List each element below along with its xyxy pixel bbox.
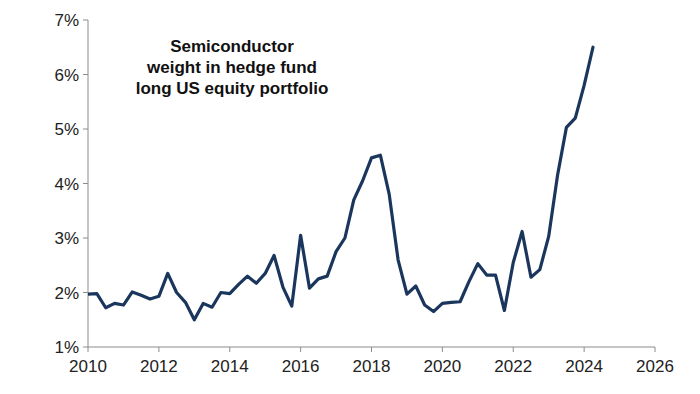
x-tick-label: 2026 xyxy=(636,357,674,376)
plot-area xyxy=(88,47,593,320)
x-tick-label: 2022 xyxy=(494,357,532,376)
x-tick xyxy=(158,347,159,352)
x-tick xyxy=(513,347,514,352)
y-tick xyxy=(83,20,88,21)
x-tick xyxy=(229,347,230,352)
x-tick-label: 2010 xyxy=(69,357,107,376)
title-line: long US equity portfolio xyxy=(136,79,329,98)
title: Semiconductor weight in hedge fund long US… xyxy=(136,37,329,98)
x-tick xyxy=(300,347,301,352)
x-tick-label: 2016 xyxy=(282,357,320,376)
y-tick xyxy=(83,238,88,239)
title-line: Semiconductor xyxy=(170,37,294,56)
y-tick-label: 2% xyxy=(54,284,79,303)
x-tick-label: 2024 xyxy=(565,357,603,376)
y-tick-label: 6% xyxy=(54,66,79,85)
y-tick-label: 7% xyxy=(54,11,79,30)
y-tick-label: 3% xyxy=(54,229,79,248)
title-line: weight in hedge fund xyxy=(146,58,317,77)
chart: 1% 2% 3% 4% 5% 6% 7% 2010 2012 2014 2016 2018 2020 20… xyxy=(0,0,700,394)
x-tick xyxy=(371,347,372,352)
x-tick-label: 2020 xyxy=(423,357,461,376)
y-tick-label: 4% xyxy=(54,175,79,194)
y-tick xyxy=(83,347,88,348)
x-tick xyxy=(655,347,656,352)
y-tick xyxy=(83,292,88,293)
x-tick-label: 2012 xyxy=(140,357,178,376)
y-tick xyxy=(83,129,88,130)
y-tick-label: 5% xyxy=(54,120,79,139)
y-tick xyxy=(83,74,88,75)
x-tick xyxy=(442,347,443,352)
x-tick-label: 2018 xyxy=(353,357,391,376)
x-tick-label: 2014 xyxy=(211,357,249,376)
y-tick-label: 1% xyxy=(54,338,79,357)
y-tick xyxy=(83,183,88,184)
x-tick xyxy=(584,347,585,352)
data-line xyxy=(88,47,593,320)
x-tick xyxy=(88,347,89,352)
